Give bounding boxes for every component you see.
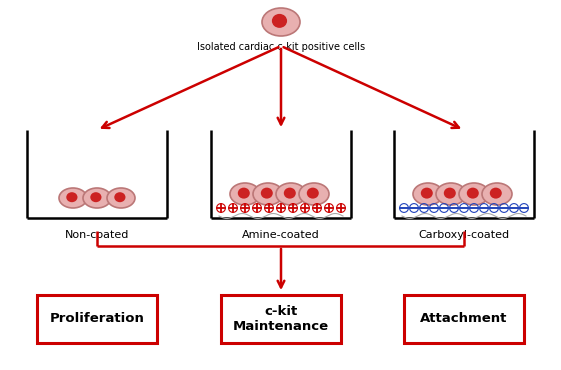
Ellipse shape	[444, 188, 456, 199]
Ellipse shape	[459, 183, 489, 205]
FancyBboxPatch shape	[221, 295, 341, 343]
Ellipse shape	[90, 192, 102, 202]
Ellipse shape	[66, 192, 77, 202]
Ellipse shape	[230, 183, 260, 205]
Ellipse shape	[284, 188, 296, 199]
Ellipse shape	[436, 183, 466, 205]
Ellipse shape	[413, 183, 443, 205]
Text: Amine-coated: Amine-coated	[242, 230, 320, 240]
Text: Non-coated: Non-coated	[65, 230, 129, 240]
FancyBboxPatch shape	[37, 295, 157, 343]
Ellipse shape	[238, 188, 250, 199]
Ellipse shape	[262, 8, 300, 36]
Text: Attachment: Attachment	[420, 313, 508, 326]
Ellipse shape	[107, 188, 135, 208]
Ellipse shape	[83, 188, 111, 208]
Ellipse shape	[482, 183, 512, 205]
Ellipse shape	[467, 188, 479, 199]
Ellipse shape	[276, 183, 306, 205]
Ellipse shape	[421, 188, 433, 199]
FancyBboxPatch shape	[404, 295, 524, 343]
Ellipse shape	[307, 188, 319, 199]
Ellipse shape	[261, 188, 273, 199]
Ellipse shape	[272, 14, 287, 28]
Ellipse shape	[59, 188, 87, 208]
Ellipse shape	[114, 192, 126, 202]
Ellipse shape	[490, 188, 502, 199]
Ellipse shape	[253, 183, 283, 205]
Text: Carboxyl-coated: Carboxyl-coated	[419, 230, 509, 240]
Ellipse shape	[299, 183, 329, 205]
Text: Isolated cardiac c-kit positive cells: Isolated cardiac c-kit positive cells	[197, 42, 365, 52]
Text: Proliferation: Proliferation	[49, 313, 144, 326]
Text: c-kit
Maintenance: c-kit Maintenance	[233, 305, 329, 333]
